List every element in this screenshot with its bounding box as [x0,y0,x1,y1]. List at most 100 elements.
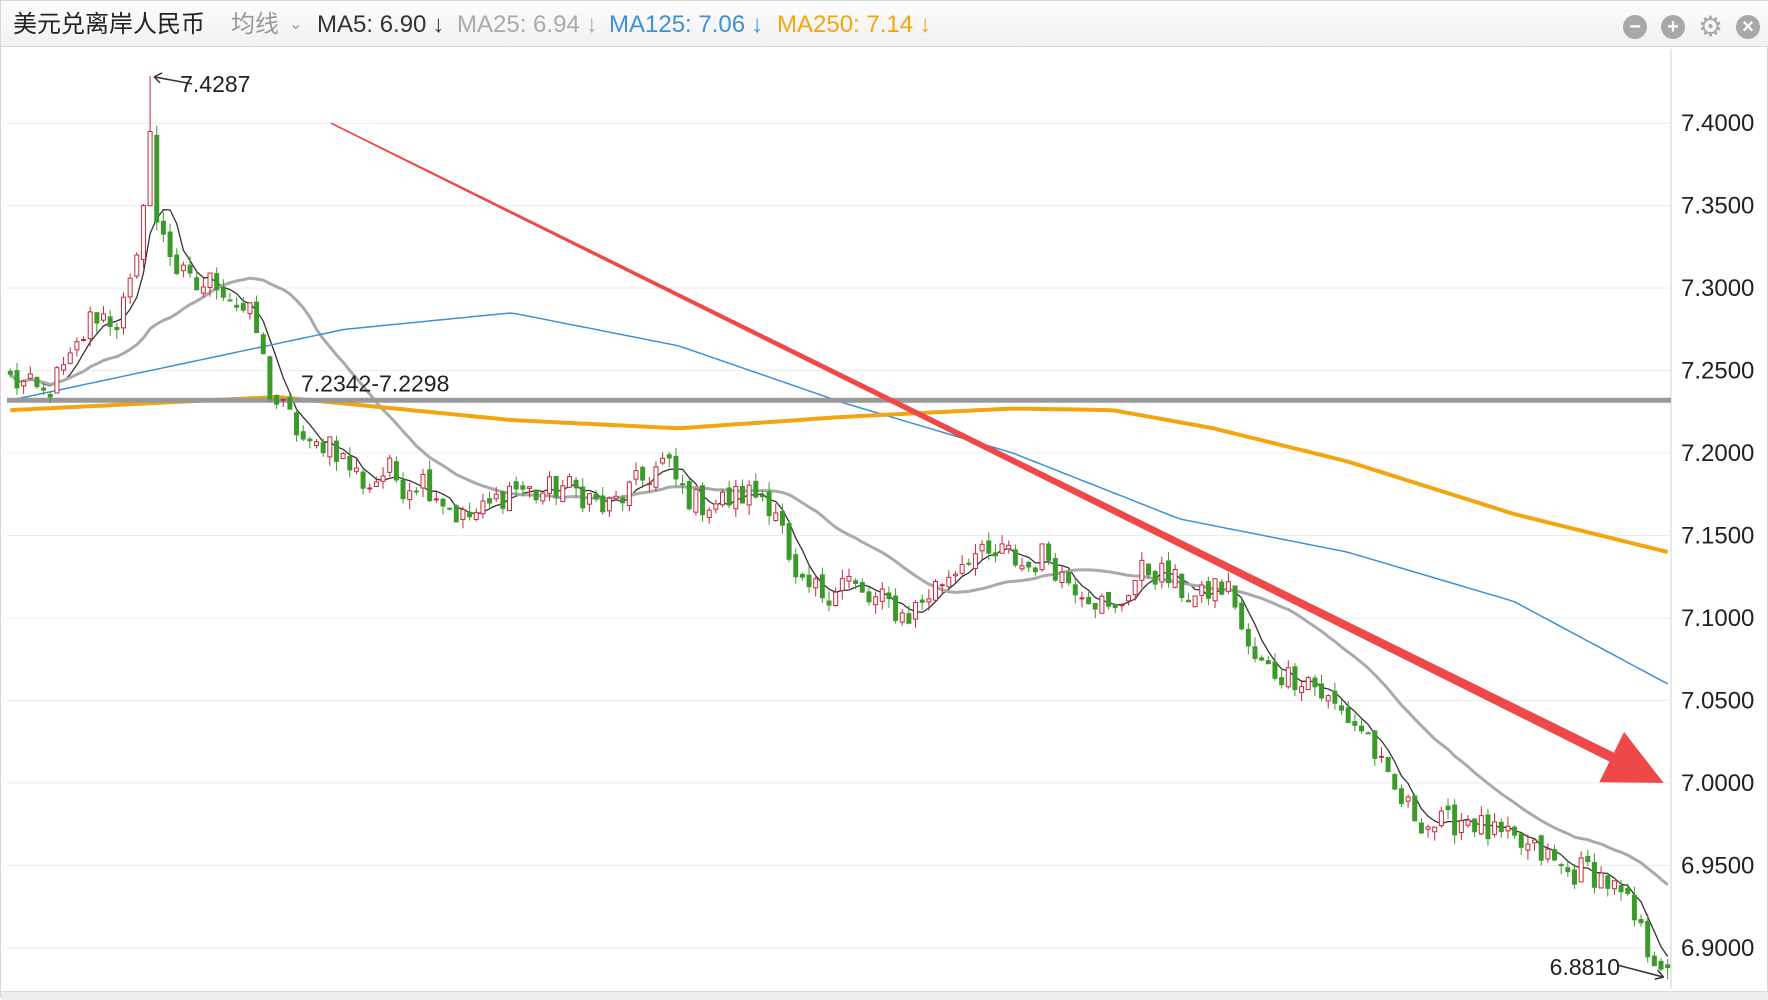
candlestick [1032,566,1038,576]
candlestick [1319,674,1325,702]
candlestick [120,292,126,335]
candle-body [1332,690,1338,704]
candlestick [1132,579,1138,601]
candle-body [566,476,572,488]
candle-body [1618,885,1624,893]
candlestick [1185,593,1191,603]
candlestick [1525,834,1531,860]
candlestick [340,451,346,460]
candlestick [813,574,819,597]
candlestick [686,478,692,511]
y-tick-label: 7.0500 [1681,687,1754,714]
candlestick [1552,844,1558,862]
candlestick [280,398,286,407]
ma5-label: MA5: [317,11,374,38]
candle-body [1585,856,1591,863]
gear-icon[interactable]: ⚙ [1698,11,1724,42]
candle-body [61,364,67,371]
candlestick [1578,851,1584,883]
candlestick [1006,540,1012,554]
ma125-label: MA125: [609,11,692,38]
candle-body [1026,561,1032,568]
candle-body [1132,579,1138,596]
candlestick [546,471,552,502]
candlestick [799,572,805,581]
candle-body [1485,814,1491,840]
candlestick [939,583,945,594]
candle-body [746,484,752,506]
candle-body [1259,657,1265,661]
expand-button[interactable]: + [1661,15,1685,39]
candlestick [1571,863,1577,889]
candle-body [866,591,872,603]
candlestick [919,594,925,610]
chart-header: 美元兑离岸人民币 均线 ⌄ MA5: 6.90 ↓ MA25: 6.94 ↓ MA12… [1,1,1768,47]
candlestick [626,480,632,512]
candlestick [407,482,413,510]
candlestick [1199,580,1205,603]
candlestick [314,439,320,449]
ma125-value: 7.06 [698,11,746,38]
candle-body [267,356,273,400]
ma5-value: 6.90 [379,11,427,38]
candle-body [134,254,140,277]
candlestick [893,588,899,624]
candlestick [972,544,978,576]
ma250-readout: MA250: 7.14 ↓ [777,11,931,39]
candle-body [333,440,339,463]
candle-body [413,490,419,493]
candlestick [214,267,220,300]
candlestick [586,492,592,512]
close-button[interactable]: × [1736,15,1760,39]
candlestick [1312,675,1318,697]
candlestick [7,368,13,378]
candle-body [1538,835,1544,861]
candlestick [174,248,180,275]
candle-body [759,494,765,498]
candlestick [779,503,785,534]
candle-body [1452,804,1458,836]
candlestick [906,605,912,625]
candlestick [27,366,33,381]
candle-body [427,469,433,502]
y-tick-label: 7.1500 [1681,522,1754,549]
candle-body [786,523,792,560]
minimize-button[interactable]: − [1623,15,1647,39]
bottom-scrollbar[interactable] [1,991,1768,1000]
candlestick [513,476,519,497]
candlestick [773,503,779,522]
candle-body [407,490,413,501]
candlestick [1205,576,1211,605]
candle-body [1425,826,1431,830]
candle-body [1445,805,1451,811]
y-tick-label: 6.9500 [1681,852,1754,879]
candle-body [107,316,113,328]
candle-body [1139,559,1145,581]
candlestick [739,479,745,504]
candle-body [101,313,107,321]
candlestick [1631,886,1637,927]
candle-body [34,376,40,388]
low-pointer [1617,964,1665,980]
candle-body [779,510,785,526]
candlestick [1325,694,1331,709]
candle-body [500,491,506,509]
candlestick [1026,561,1032,573]
candle-body [1126,595,1132,602]
indicator-dropdown[interactable]: 均线 ⌄ [231,11,302,42]
candlestick [879,582,885,610]
candle-body [460,508,466,520]
down-arrow-icon: ↓ [585,11,598,38]
candle-body [600,495,606,513]
candlestick [101,305,107,323]
candle-body [493,493,499,500]
candle-body [1299,686,1305,694]
candlestick [746,480,752,515]
candlestick [460,506,466,529]
candlestick [653,461,659,492]
candle-body [380,475,386,482]
candle-body [21,380,27,387]
candlestick [114,322,120,340]
candlestick [493,486,499,502]
